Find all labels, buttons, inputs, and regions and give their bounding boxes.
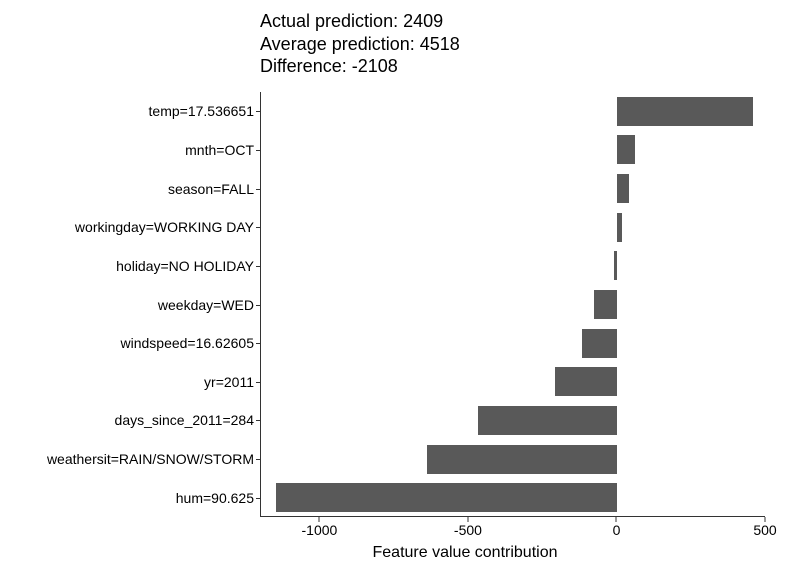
gridline: [320, 92, 321, 516]
x-tick-label: 0: [613, 522, 621, 538]
feature-bar: [617, 213, 621, 242]
feature-bar: [617, 97, 752, 126]
feature-bar: [427, 445, 617, 474]
feature-bar: [617, 174, 629, 203]
x-tick-label: -1000: [302, 522, 338, 538]
feature-bar: [555, 367, 617, 396]
y-tick-mark: [256, 111, 260, 112]
feature-bar: [614, 251, 618, 280]
y-tick-mark: [256, 343, 260, 344]
y-tick-mark: [256, 189, 260, 190]
title-line-difference: Difference: -2108: [260, 55, 460, 78]
y-tick-mark: [256, 420, 260, 421]
feature-label: temp=17.536651: [149, 103, 254, 119]
feature-contribution-chart: Actual prediction: 2409 Average predicti…: [0, 0, 800, 571]
y-tick-mark: [256, 459, 260, 460]
feature-bar: [276, 483, 618, 512]
y-tick-mark: [256, 382, 260, 383]
plot-area: [260, 92, 765, 517]
feature-bar: [582, 329, 618, 358]
y-tick-mark: [256, 266, 260, 267]
x-axis-label: Feature value contribution: [0, 544, 800, 562]
feature-label: hum=90.625: [176, 490, 254, 506]
feature-label: holiday=NO HOLIDAY: [116, 258, 254, 274]
x-tick-label: -500: [454, 522, 482, 538]
y-tick-mark: [256, 498, 260, 499]
y-tick-mark: [256, 305, 260, 306]
x-tick-label: 500: [753, 522, 776, 538]
feature-bar: [617, 135, 635, 164]
feature-label: weekday=WED: [158, 297, 254, 313]
title-line-actual: Actual prediction: 2409: [260, 10, 460, 33]
feature-bar: [594, 290, 618, 319]
gridline: [766, 92, 767, 516]
feature-label: workingday=WORKING DAY: [75, 219, 254, 235]
chart-title-block: Actual prediction: 2409 Average predicti…: [260, 10, 460, 78]
feature-label: days_since_2011=284: [115, 412, 254, 428]
feature-bar: [478, 406, 618, 435]
feature-label: windspeed=16.62605: [120, 335, 254, 351]
y-tick-mark: [256, 227, 260, 228]
feature-label: yr=2011: [204, 374, 254, 390]
feature-label: weathersit=RAIN/SNOW/STORM: [47, 451, 254, 467]
title-line-average: Average prediction: 4518: [260, 33, 460, 56]
y-tick-mark: [256, 150, 260, 151]
feature-label: season=FALL: [168, 181, 254, 197]
feature-label: mnth=OCT: [185, 142, 254, 158]
